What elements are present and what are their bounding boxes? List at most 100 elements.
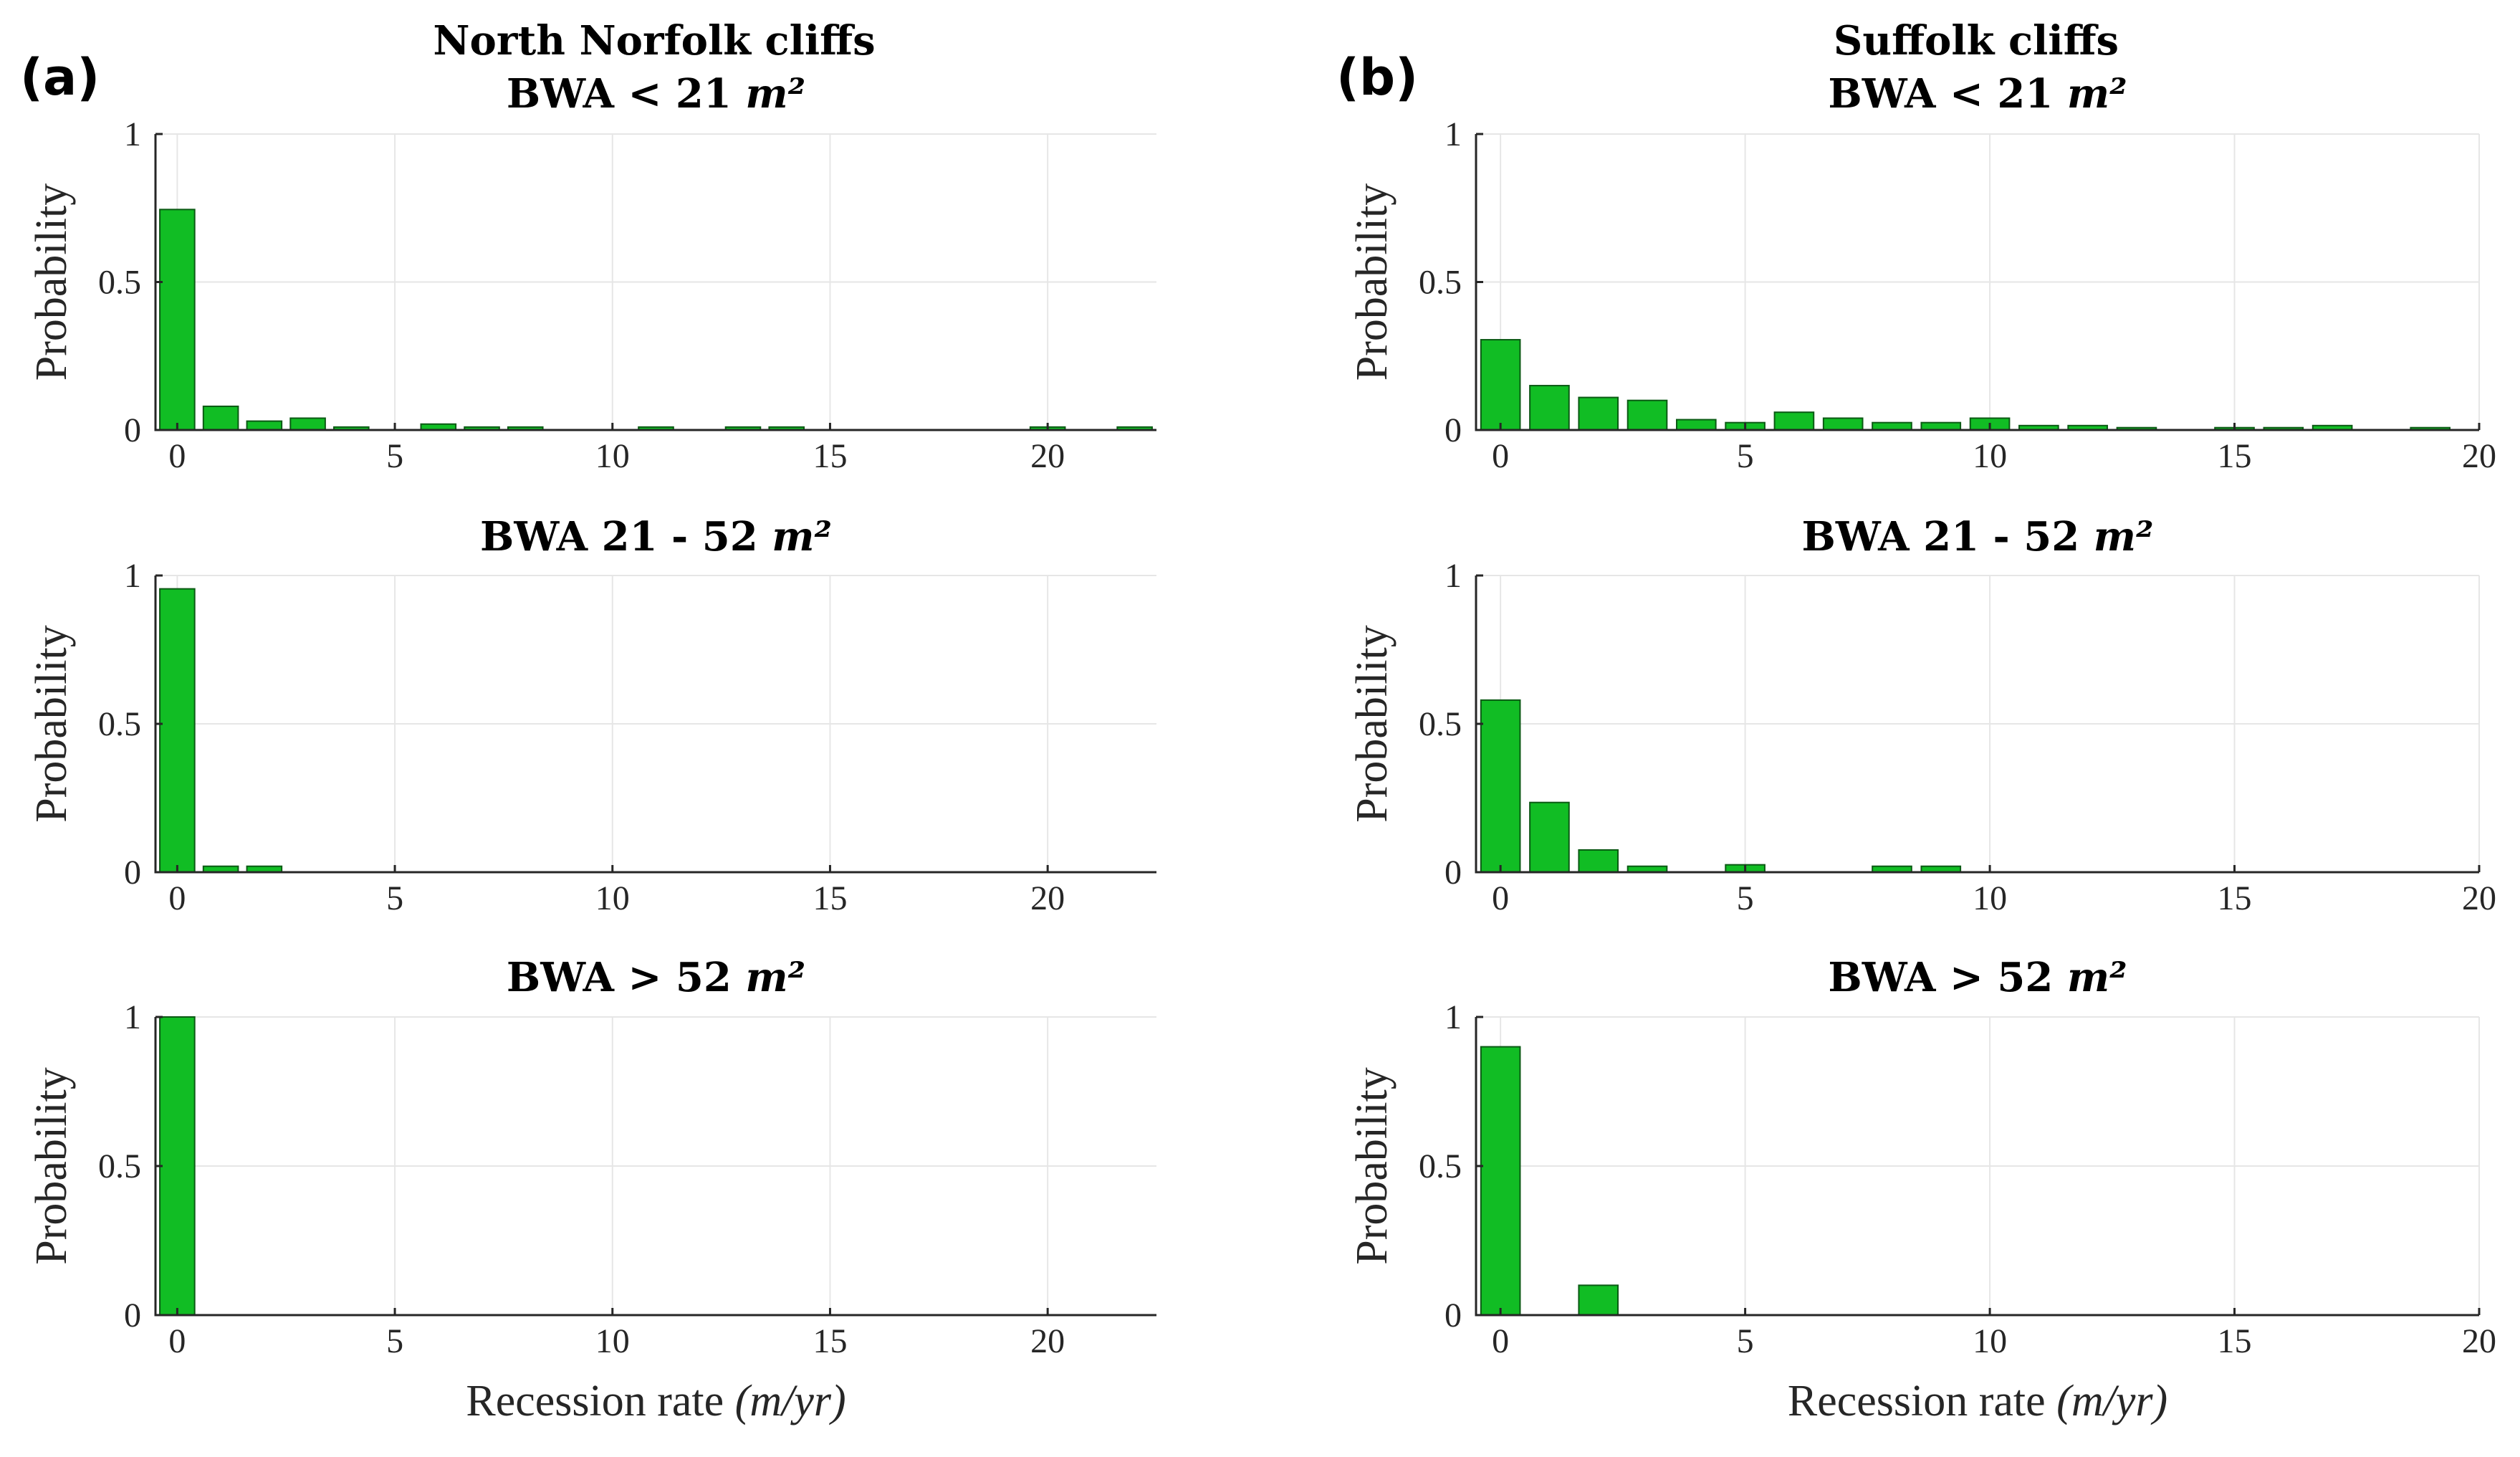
y-tick-label: 0.5 [98, 705, 141, 743]
y-tick-label: 0.5 [1419, 264, 1462, 302]
x-tick-label: 5 [1737, 437, 1754, 475]
subplot-title-math: m² [2094, 513, 2154, 560]
subplot-title-text: BWA 21 - 52 [1802, 513, 2094, 560]
subplot-title: BWA 21 - 52 m² [480, 513, 832, 560]
x-axis-label: Recession rate (m/yr) [1788, 1377, 2167, 1425]
y-axis-label: Probability [1348, 183, 1396, 381]
y-tick-label: 0 [1445, 411, 1462, 449]
subplot-title: BWA > 52 m² [507, 954, 805, 1001]
x-tick-label: 5 [1737, 1322, 1754, 1360]
subplot-title-math: m² [772, 513, 832, 560]
y-tick-label: 1 [124, 115, 141, 153]
x-tick-label: 10 [595, 879, 630, 917]
subplot-a-3: BWA > 52 m² 0 5 10 15 20 0 0.5 1 Probability Reces… [27, 954, 1156, 1425]
y-tick-label: 0 [1445, 1296, 1462, 1334]
bar-x-1 [1529, 801, 1570, 873]
x-tick-label: 15 [2218, 437, 2252, 475]
subplot-title-math: m² [2067, 954, 2127, 1001]
panel-label-a: (a) [20, 48, 100, 107]
panel-heading-a: North Norfolk cliffs [433, 17, 875, 65]
bar-x-0 [159, 1016, 196, 1316]
subplot-title-text: BWA > 52 [507, 954, 745, 1001]
y-tick-label: 1 [124, 998, 141, 1036]
x-tick-label: 15 [2218, 879, 2252, 917]
x-tick-label: 20 [2462, 437, 2496, 475]
subplot-title-text: BWA < 21 [507, 70, 745, 118]
bar-x-0 [1480, 339, 1521, 431]
y-axis-label: Probability [1348, 1067, 1396, 1265]
bar-x-3 [1626, 399, 1668, 431]
bar-x-4 [1676, 419, 1717, 431]
y-tick-label: 1 [124, 557, 141, 595]
x-tick-label: 15 [813, 879, 847, 917]
x-axis-label-units: (m/yr) [735, 1377, 846, 1425]
bar-x-2 [1578, 849, 1619, 873]
y-axis-label: Probability [27, 1067, 76, 1265]
x-tick-label: 0 [168, 879, 186, 917]
x-axis-label-text: Recession rate [466, 1377, 734, 1425]
x-tick-label: 15 [813, 437, 847, 475]
x-tick-label: 5 [386, 437, 403, 475]
subplot-a-1: BWA < 21 m² 0 5 10 15 20 0 0.5 1 Probability [27, 70, 1156, 475]
x-tick-label: 20 [1030, 437, 1065, 475]
bar-x-0 [1480, 1046, 1521, 1316]
y-tick-label: 1 [1445, 998, 1462, 1036]
bar-x-1 [1529, 385, 1570, 431]
y-tick-label: 0.5 [1419, 705, 1462, 743]
x-tick-label: 0 [1492, 437, 1509, 475]
subplot-title-text: BWA > 52 [1828, 954, 2066, 1001]
y-tick-label: 0.5 [98, 264, 141, 302]
x-tick-label: 5 [386, 1322, 403, 1360]
panel-label-b: (b) [1336, 48, 1418, 107]
x-tick-label: 0 [1492, 1322, 1509, 1360]
x-tick-label: 10 [1973, 437, 2007, 475]
subplot-b-1: BWA < 21 m² 0 5 10 15 20 0 0.5 1 Probability [1348, 70, 2496, 475]
x-tick-label: 20 [2462, 879, 2496, 917]
bar-x-0 [159, 209, 196, 431]
subplot-b-3: BWA > 52 m² 0 5 10 15 20 0 0.5 1 Probability Reces… [1348, 954, 2496, 1425]
x-tick-label: 5 [1737, 879, 1754, 917]
y-axis-label: Probability [27, 183, 76, 381]
subplot-b-2: BWA 21 - 52 m² 0 5 10 15 20 0 0.5 1 Probability [1348, 513, 2496, 917]
x-tick-label: 20 [1030, 879, 1065, 917]
bar-x-8 [1872, 421, 1912, 431]
y-tick-label: 1 [1445, 115, 1462, 153]
x-tick-label: 10 [1973, 1322, 2007, 1360]
x-tick-label: 10 [595, 1322, 630, 1360]
bar-x-9 [1920, 421, 1962, 431]
y-tick-label: 0 [124, 854, 141, 892]
x-tick-label: 5 [386, 879, 403, 917]
y-tick-label: 0 [1445, 854, 1462, 892]
subplot-title: BWA > 52 m² [1828, 954, 2127, 1001]
x-tick-label: 0 [168, 437, 186, 475]
bar-x-2 [246, 420, 283, 431]
bar-x-6 [1773, 411, 1815, 431]
bar-x-1 [202, 405, 239, 431]
x-tick-label: 10 [595, 437, 630, 475]
x-tick-label: 15 [813, 1322, 847, 1360]
x-axis-label-units: (m/yr) [2056, 1377, 2167, 1425]
subplot-a-2: BWA 21 - 52 m² 0 5 10 15 20 0 0.5 1 Probability [27, 513, 1156, 917]
x-tick-label: 15 [2218, 1322, 2252, 1360]
y-tick-label: 0.5 [1419, 1147, 1462, 1185]
x-axis-label-text: Recession rate [1788, 1377, 2056, 1425]
y-tick-label: 0 [124, 1296, 141, 1334]
subplot-title: BWA 21 - 52 m² [1802, 513, 2154, 560]
x-tick-label: 0 [1492, 879, 1509, 917]
x-tick-label: 10 [1973, 879, 2007, 917]
subplot-title: BWA < 21 m² [507, 70, 805, 118]
bar-x-7 [1822, 417, 1864, 431]
y-tick-label: 0.5 [98, 1147, 141, 1185]
x-tick-label: 0 [168, 1322, 186, 1360]
subplot-title: BWA < 21 m² [1828, 70, 2127, 118]
bar-x-3 [289, 417, 326, 431]
bar-x-0 [159, 588, 196, 873]
x-tick-label: 20 [1030, 1322, 1065, 1360]
subplot-title-math: m² [745, 954, 805, 1001]
y-axis-label: Probability [27, 625, 76, 823]
y-axis-label: Probability [1348, 625, 1396, 823]
x-tick-label: 20 [2462, 1322, 2496, 1360]
subplot-title-math: m² [745, 70, 805, 118]
